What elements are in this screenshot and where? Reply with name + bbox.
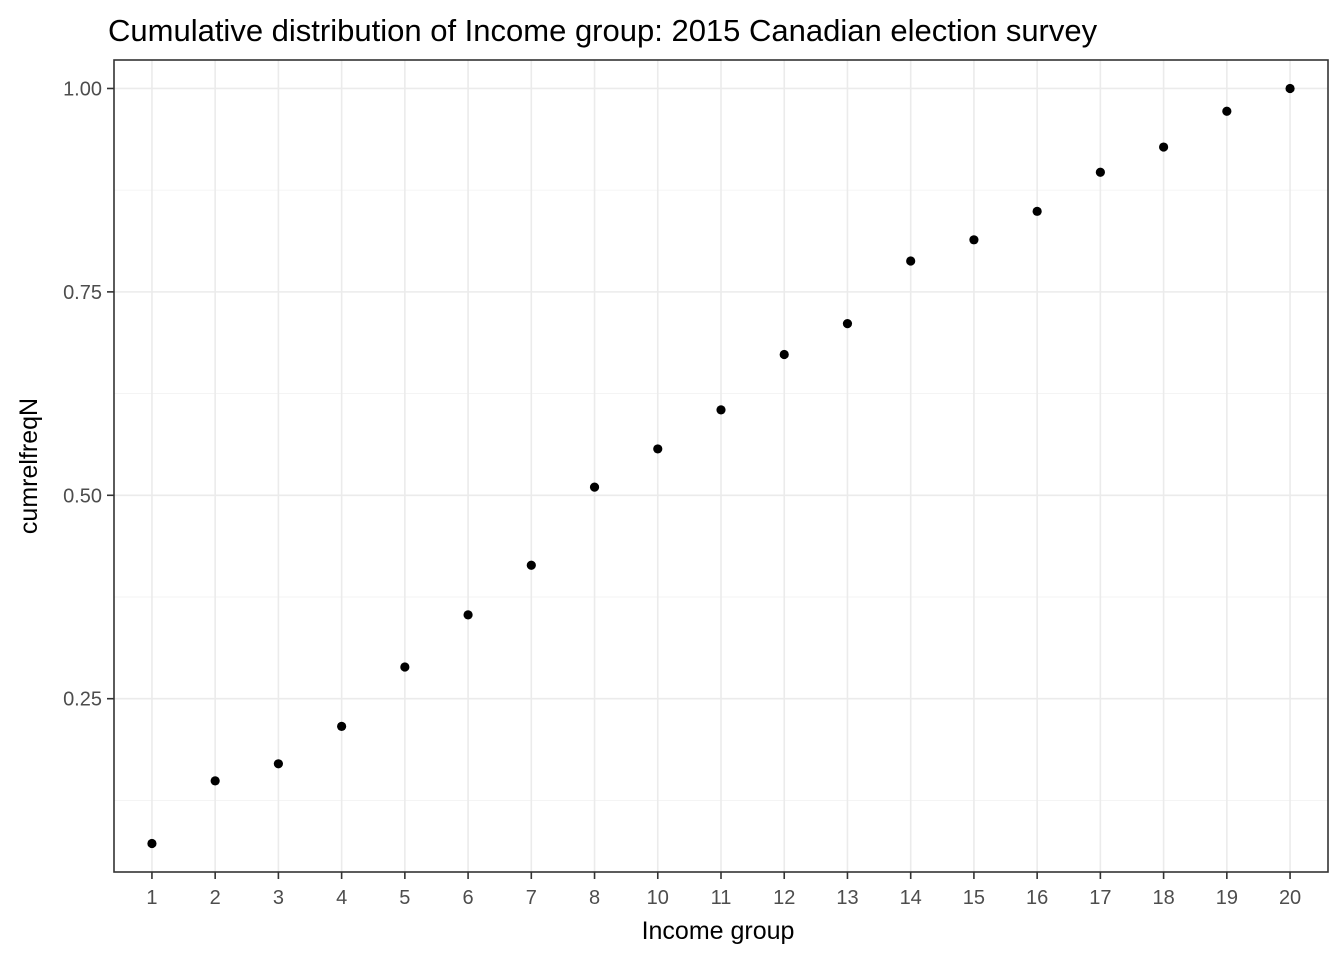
data-point xyxy=(1159,142,1169,152)
x-tick-label: 2 xyxy=(210,887,221,909)
y-axis-title: cumrelfreqN xyxy=(15,398,43,534)
data-point xyxy=(969,235,979,245)
data-point xyxy=(589,482,600,492)
x-tick-label: 20 xyxy=(1279,887,1301,909)
x-tick-label: 14 xyxy=(900,887,922,909)
x-tick-label: 12 xyxy=(773,887,795,909)
x-tick-label: 1 xyxy=(146,887,157,909)
y-tick-label: 0.75 xyxy=(63,282,102,304)
x-tick-label: 10 xyxy=(647,887,669,909)
data-point xyxy=(906,256,916,266)
x-tick-label: 11 xyxy=(711,887,732,909)
x-tick-label: 16 xyxy=(1026,887,1048,909)
data-point xyxy=(400,662,410,672)
y-axis: 0.25 0.50 0.75 1.00 xyxy=(63,78,114,711)
data-point xyxy=(1032,206,1042,216)
x-tick-label: 7 xyxy=(526,887,537,909)
data-point xyxy=(463,610,473,620)
data-point xyxy=(337,721,347,731)
data-point xyxy=(273,759,283,769)
x-tick-label: 15 xyxy=(963,887,985,909)
y-tick-label: 0.50 xyxy=(63,485,102,507)
data-point xyxy=(779,349,789,360)
data-point xyxy=(210,776,220,786)
y-tick-label: 0.25 xyxy=(63,689,102,711)
chart-title: Cumulative distribution of Income group:… xyxy=(108,13,1098,48)
x-tick-label: 6 xyxy=(463,887,474,909)
y-tick-label: 1.00 xyxy=(63,78,102,100)
data-point xyxy=(1095,167,1105,177)
x-tick-label: 3 xyxy=(273,887,284,909)
x-tick-label: 18 xyxy=(1152,887,1174,909)
x-tick-label: 13 xyxy=(836,887,858,909)
x-axis-title: Income group xyxy=(642,917,795,945)
x-tick-label: 8 xyxy=(589,887,600,909)
data-point xyxy=(842,319,853,329)
data-point xyxy=(653,444,663,454)
data-points xyxy=(147,83,1295,849)
data-point xyxy=(716,405,726,415)
x-axis: 1 2 3 4 5 6 7 8 10 11 12 13 14 15 16 17 18 19 20 xyxy=(146,872,1301,909)
data-point xyxy=(147,838,157,849)
grid-lines xyxy=(114,60,1328,872)
x-tick-label: 4 xyxy=(336,887,347,909)
data-point xyxy=(1222,106,1232,116)
x-tick-label: 5 xyxy=(399,887,410,909)
data-point xyxy=(1285,83,1295,94)
x-tick-label: 17 xyxy=(1089,887,1111,909)
data-point xyxy=(526,560,536,570)
x-tick-label: 19 xyxy=(1216,887,1238,909)
